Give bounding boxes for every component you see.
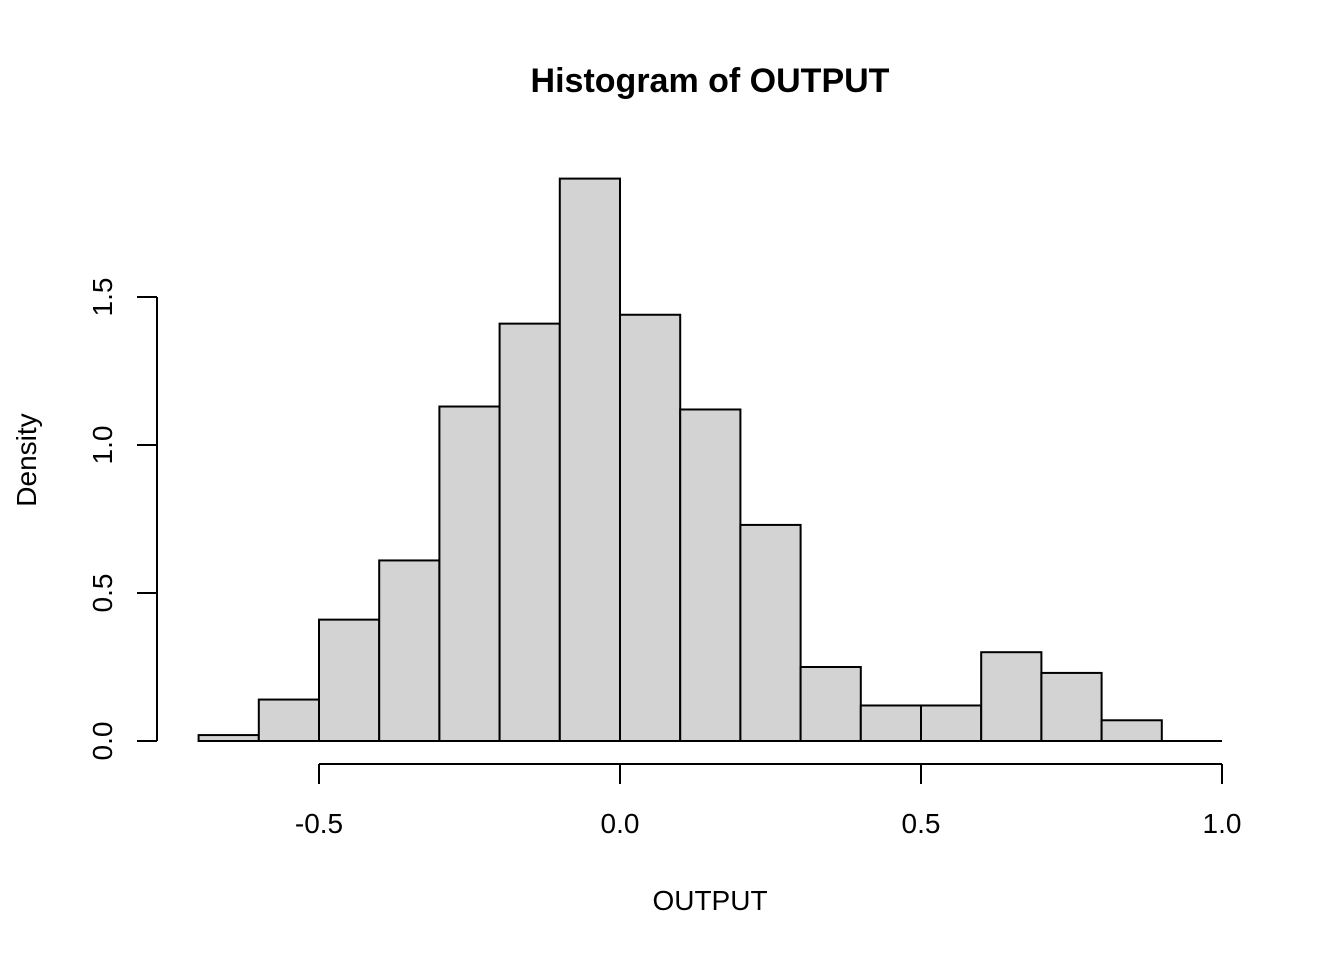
histogram-bar [859, 704, 922, 742]
y-tick-label: 0.0 [87, 722, 118, 761]
y-tick-label: 1.5 [87, 278, 118, 317]
histogram-bar [318, 618, 381, 743]
bars-group [197, 177, 1163, 743]
histogram-bar [257, 698, 320, 742]
histogram-bar [438, 405, 501, 742]
histogram-bar [920, 704, 983, 742]
histogram-bar [619, 313, 682, 742]
histogram-bar [980, 651, 1043, 743]
histogram-bar [498, 322, 561, 742]
y-tick-label: 0.5 [87, 574, 118, 613]
histogram-bar [679, 408, 742, 742]
x-axis: -0.5 0.0 0.5 1.0 [295, 763, 1242, 839]
y-axis: 0.0 0.5 1.0 1.5 [87, 278, 158, 761]
histogram-bar [1100, 719, 1163, 743]
histogram-bar [799, 666, 862, 742]
histogram-bar [739, 523, 802, 742]
chart-title: Histogram of OUTPUT [531, 62, 890, 100]
x-tick-label: 0.0 [601, 808, 640, 839]
x-axis-label: OUTPUT [652, 885, 767, 916]
x-tick-label: 1.0 [1203, 808, 1242, 839]
histogram-bar [1040, 671, 1103, 742]
y-tick-label: 1.0 [87, 426, 118, 465]
x-tick-label: -0.5 [295, 808, 343, 839]
histogram-bar [558, 177, 621, 743]
x-tick-label: 0.5 [902, 808, 941, 839]
histogram-bar [378, 559, 441, 742]
y-axis-label: Density [11, 413, 42, 506]
